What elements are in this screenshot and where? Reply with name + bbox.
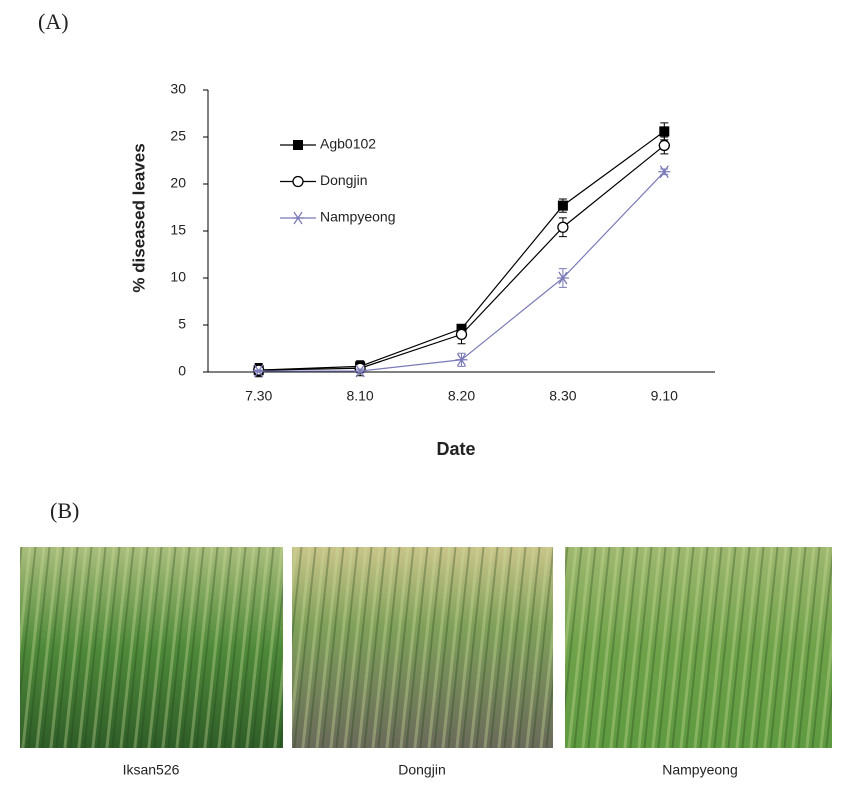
data-point [658, 165, 671, 179]
data-point [252, 364, 265, 378]
legend-label: Nampyeong [320, 209, 396, 225]
legend-marker [293, 140, 303, 150]
y-tick-label: 20 [170, 175, 186, 191]
panel-label: (B) [50, 498, 79, 523]
y-tick-label: 15 [170, 222, 186, 238]
photo-caption: Nampyeong [662, 762, 738, 778]
legend-label: Dongjin [320, 172, 367, 188]
x-tick-label: 7.30 [245, 388, 272, 404]
data-point [455, 353, 468, 367]
photo-caption: Dongjin [398, 762, 445, 778]
photo-caption: Iksan526 [123, 762, 180, 778]
data-point [354, 364, 367, 378]
data-point [556, 271, 569, 285]
legend-marker [292, 175, 304, 188]
data-point [659, 126, 670, 137]
x-axis-label: Date [436, 439, 475, 459]
data-point [557, 200, 568, 211]
data-point [658, 139, 670, 152]
photo [20, 547, 832, 748]
x-tick-label: 8.10 [346, 388, 373, 404]
legend-label: Agb0102 [320, 136, 376, 152]
y-tick-label: 10 [170, 269, 186, 285]
data-point [557, 221, 569, 233]
y-tick-label: 25 [170, 128, 186, 144]
x-tick-label: 8.20 [448, 388, 475, 404]
legend-marker [292, 211, 304, 225]
y-tick-label: 30 [170, 81, 186, 97]
x-tick-label: 9.10 [651, 388, 678, 404]
y-tick-label: 0 [178, 363, 186, 379]
panel-label: (A) [38, 9, 69, 34]
y-axis-label: % diseased leaves [129, 143, 148, 292]
x-tick-label: 8.30 [549, 388, 576, 404]
data-point [455, 328, 468, 341]
y-tick-label: 5 [178, 316, 186, 332]
